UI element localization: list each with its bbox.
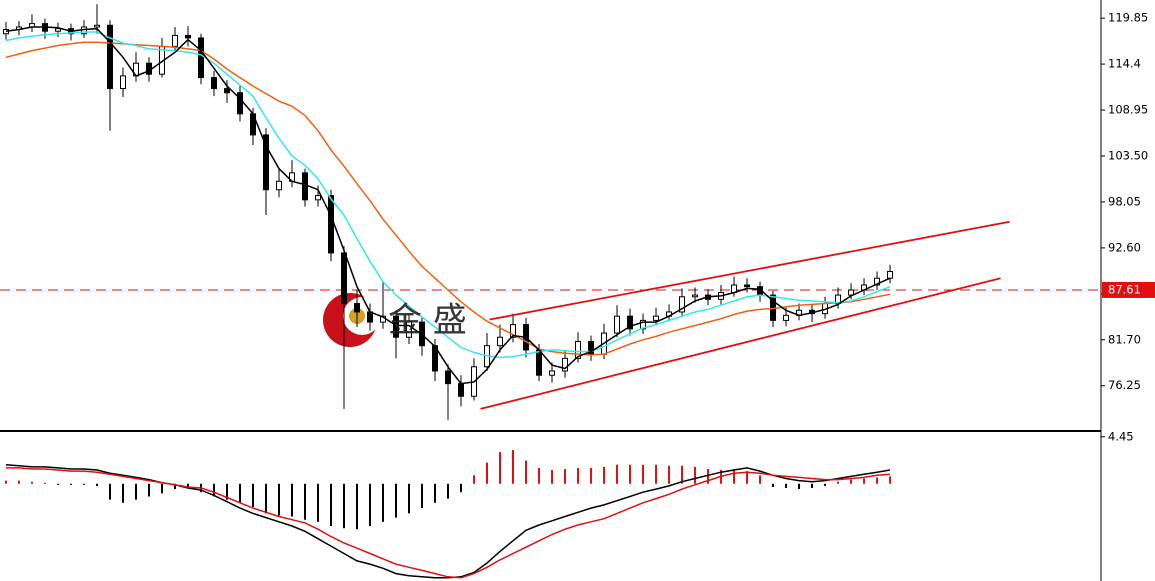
- candle-body: [93, 24, 100, 28]
- candle-body: [262, 134, 269, 191]
- line: [5, 31, 891, 359]
- y-tick-label: 92.60: [1108, 240, 1141, 254]
- candle-body: [536, 349, 543, 376]
- y-tick-label: 108.95: [1108, 103, 1148, 117]
- candle-body: [210, 77, 217, 90]
- candle-body: [744, 284, 751, 288]
- candle-body: [54, 28, 61, 32]
- y-tick-label: 103.50: [1108, 148, 1148, 162]
- line: [5, 41, 891, 356]
- watermark: 金 盛: [388, 301, 467, 341]
- y-tick-label: 81.70: [1108, 332, 1141, 346]
- candle-body: [640, 319, 647, 330]
- candle-body: [458, 383, 465, 397]
- candle-body: [301, 172, 308, 201]
- candle-body: [171, 34, 178, 47]
- candle-body: [315, 195, 322, 201]
- candle-body: [197, 37, 204, 79]
- y-tick-label: 114.4: [1108, 57, 1141, 71]
- line: [5, 26, 891, 385]
- candle-body: [653, 315, 660, 321]
- candle-body: [783, 314, 790, 321]
- candle-body: [588, 340, 595, 355]
- candle-body: [275, 180, 282, 191]
- candle-body: [874, 277, 881, 286]
- trend-line: [480, 277, 1001, 410]
- price-label-box: [1102, 281, 1155, 298]
- line: [6, 467, 891, 579]
- candle-body: [497, 336, 504, 347]
- y-tick-label: 76.25: [1108, 378, 1141, 392]
- candle-body: [184, 34, 191, 39]
- candle-body: [367, 311, 374, 323]
- candle-body: [510, 324, 517, 338]
- candle-body: [549, 370, 556, 376]
- candle-body: [614, 315, 621, 334]
- y-tick-label: 119.85: [1108, 11, 1148, 25]
- price-label: 87.61: [1108, 282, 1141, 296]
- candle-body: [575, 340, 582, 359]
- candle-body: [119, 75, 126, 90]
- candle-body: [627, 315, 634, 330]
- candle-body: [692, 294, 699, 298]
- candle-body: [562, 357, 569, 372]
- candle-body: [106, 24, 113, 90]
- y-tick-label: 98.05: [1108, 194, 1141, 208]
- candle-body: [887, 270, 894, 279]
- candle-body: [679, 296, 686, 313]
- candle-body: [445, 370, 452, 385]
- candle-body: [354, 303, 361, 313]
- line: [5, 464, 891, 579]
- candle-body: [236, 92, 243, 115]
- trend-line: [489, 220, 1010, 321]
- candle-body: [406, 321, 413, 338]
- candle-body: [393, 315, 400, 338]
- y-tick-label: 4.45: [1108, 429, 1134, 443]
- candle-body: [223, 88, 230, 94]
- candle-body: [341, 252, 348, 305]
- candle-body: [328, 195, 335, 254]
